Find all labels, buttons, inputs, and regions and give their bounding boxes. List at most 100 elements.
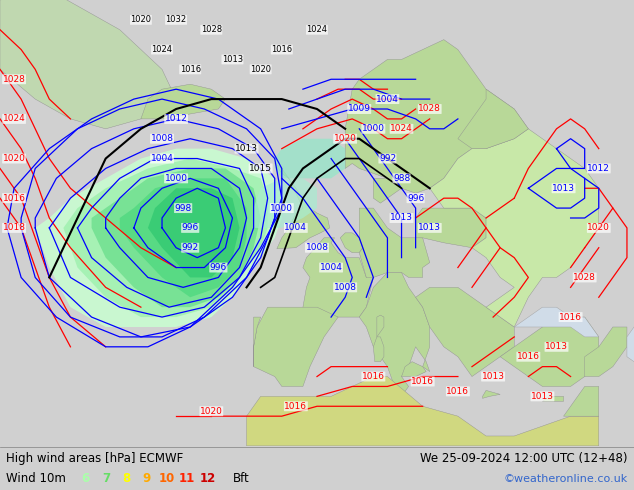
Polygon shape bbox=[275, 164, 330, 249]
Text: 1004: 1004 bbox=[376, 95, 399, 103]
Text: 1013: 1013 bbox=[235, 144, 258, 153]
Polygon shape bbox=[254, 317, 261, 367]
Polygon shape bbox=[482, 391, 500, 398]
Text: 1013: 1013 bbox=[418, 223, 441, 232]
Text: 1028: 1028 bbox=[3, 75, 25, 84]
Text: 1020: 1020 bbox=[333, 134, 356, 143]
Text: 1015: 1015 bbox=[249, 164, 272, 173]
Text: 1009: 1009 bbox=[348, 104, 371, 114]
Text: 8: 8 bbox=[122, 472, 131, 485]
Polygon shape bbox=[0, 0, 176, 129]
Text: 11: 11 bbox=[179, 472, 195, 485]
Text: 7: 7 bbox=[102, 472, 110, 485]
Text: High wind areas [hPa] ECMWF: High wind areas [hPa] ECMWF bbox=[6, 452, 184, 465]
Text: 1012: 1012 bbox=[165, 114, 188, 123]
Polygon shape bbox=[275, 139, 345, 178]
Text: 1028: 1028 bbox=[573, 273, 596, 282]
Polygon shape bbox=[373, 337, 384, 362]
Text: 1008: 1008 bbox=[333, 283, 357, 292]
Polygon shape bbox=[345, 40, 528, 193]
Text: 1008: 1008 bbox=[150, 134, 174, 143]
Text: 1028: 1028 bbox=[201, 25, 222, 34]
Text: 1024: 1024 bbox=[306, 25, 328, 34]
Polygon shape bbox=[247, 208, 275, 238]
Text: 1000: 1000 bbox=[362, 124, 385, 133]
Polygon shape bbox=[401, 362, 426, 376]
Polygon shape bbox=[148, 188, 240, 277]
Text: 1013: 1013 bbox=[552, 184, 575, 193]
Text: 1013: 1013 bbox=[531, 392, 554, 401]
Text: 1013: 1013 bbox=[222, 55, 243, 64]
Text: 1020: 1020 bbox=[200, 407, 223, 416]
Polygon shape bbox=[543, 396, 564, 401]
Polygon shape bbox=[303, 238, 373, 317]
Text: 1004: 1004 bbox=[320, 263, 342, 272]
Text: 1016: 1016 bbox=[517, 352, 540, 361]
Polygon shape bbox=[91, 169, 261, 307]
Text: 6: 6 bbox=[81, 472, 90, 485]
Text: 1013: 1013 bbox=[482, 372, 505, 381]
Text: 996: 996 bbox=[181, 223, 199, 232]
Polygon shape bbox=[514, 307, 598, 337]
Polygon shape bbox=[373, 178, 401, 203]
Text: 12: 12 bbox=[199, 472, 216, 485]
Polygon shape bbox=[120, 178, 247, 297]
Text: 1008: 1008 bbox=[306, 243, 328, 252]
Text: 1016: 1016 bbox=[3, 194, 25, 203]
Polygon shape bbox=[36, 148, 281, 327]
Polygon shape bbox=[416, 287, 514, 376]
Polygon shape bbox=[627, 297, 634, 367]
Text: 996: 996 bbox=[407, 194, 424, 203]
Text: 1013: 1013 bbox=[390, 214, 413, 222]
Polygon shape bbox=[359, 208, 430, 277]
Text: 1016: 1016 bbox=[362, 372, 385, 381]
Polygon shape bbox=[430, 129, 598, 327]
Text: 1016: 1016 bbox=[411, 377, 434, 386]
Text: 1032: 1032 bbox=[165, 15, 186, 24]
Text: 1000: 1000 bbox=[165, 174, 188, 183]
Text: Wind 10m: Wind 10m bbox=[6, 472, 66, 485]
Text: 10: 10 bbox=[158, 472, 175, 485]
Polygon shape bbox=[340, 233, 363, 253]
Polygon shape bbox=[247, 376, 598, 446]
Polygon shape bbox=[416, 208, 486, 248]
Polygon shape bbox=[359, 272, 430, 396]
Text: 1028: 1028 bbox=[418, 104, 441, 114]
Text: 998: 998 bbox=[174, 203, 191, 213]
Text: 988: 988 bbox=[393, 174, 410, 183]
Text: 1016: 1016 bbox=[559, 313, 582, 321]
Text: 1013: 1013 bbox=[545, 343, 568, 351]
Text: 1016: 1016 bbox=[179, 65, 201, 74]
Text: 1024: 1024 bbox=[3, 114, 25, 123]
Text: 1012: 1012 bbox=[587, 164, 610, 173]
Polygon shape bbox=[141, 84, 226, 119]
Text: 996: 996 bbox=[210, 263, 227, 272]
Polygon shape bbox=[63, 159, 268, 317]
Text: 1020: 1020 bbox=[587, 223, 610, 232]
Polygon shape bbox=[458, 89, 528, 148]
Text: 1020: 1020 bbox=[3, 154, 25, 163]
Text: 9: 9 bbox=[142, 472, 151, 485]
Text: 1016: 1016 bbox=[446, 387, 469, 396]
Text: Bft: Bft bbox=[233, 472, 249, 485]
Text: ©weatheronline.co.uk: ©weatheronline.co.uk bbox=[503, 473, 628, 484]
Text: 1024: 1024 bbox=[152, 45, 172, 54]
Text: 1016: 1016 bbox=[285, 402, 307, 411]
Polygon shape bbox=[254, 307, 338, 387]
Text: 1004: 1004 bbox=[151, 154, 174, 163]
Text: 992: 992 bbox=[379, 154, 396, 163]
Text: We 25-09-2024 12:00 UTC (12+48): We 25-09-2024 12:00 UTC (12+48) bbox=[420, 452, 628, 465]
Polygon shape bbox=[564, 387, 598, 416]
Text: 1020: 1020 bbox=[131, 15, 152, 24]
Text: 1024: 1024 bbox=[390, 124, 413, 133]
Text: 1018: 1018 bbox=[3, 223, 25, 232]
Text: 1004: 1004 bbox=[285, 223, 307, 232]
Polygon shape bbox=[377, 315, 384, 337]
Polygon shape bbox=[254, 178, 317, 228]
Text: 1016: 1016 bbox=[271, 45, 292, 54]
Text: 1020: 1020 bbox=[250, 65, 271, 74]
Text: 992: 992 bbox=[181, 243, 199, 252]
Polygon shape bbox=[500, 317, 598, 387]
Text: 1000: 1000 bbox=[270, 203, 294, 213]
Polygon shape bbox=[585, 327, 627, 376]
